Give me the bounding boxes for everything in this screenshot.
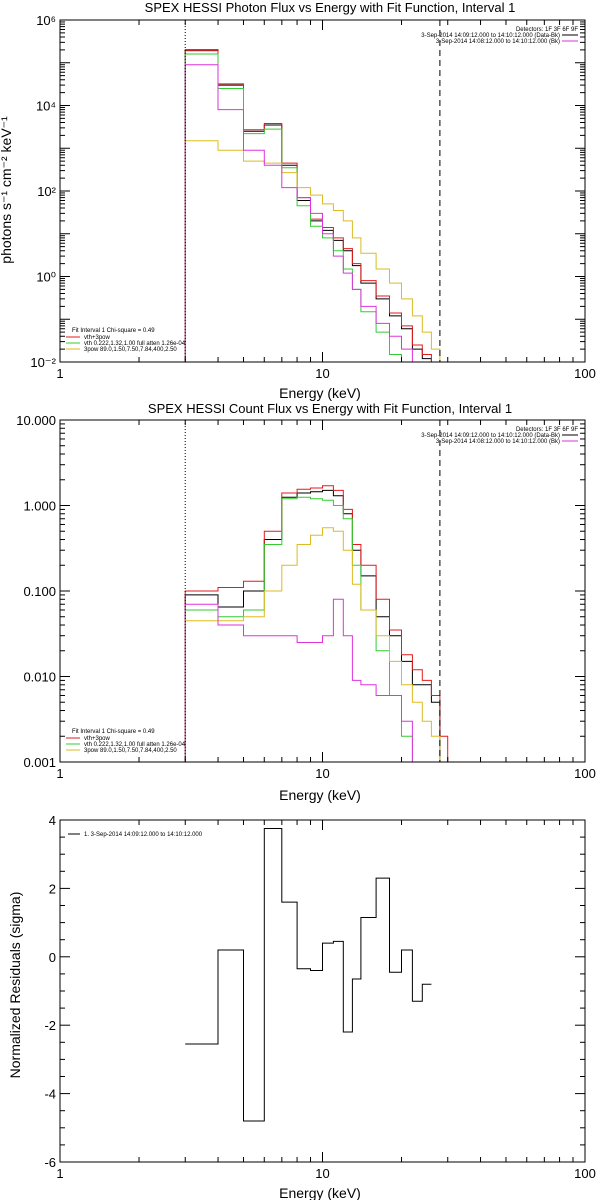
legend-fit-interval: Fit Interval 1 Chi-square = 0.49 <box>72 729 155 735</box>
y-tick-label: 0 <box>49 950 56 965</box>
y-tick-label: 1.000 <box>23 499 56 514</box>
legend-data-bk: 3-Sep-2014 14:09:12.000 to 14:10:12.000 … <box>421 33 560 39</box>
y-axis-label: Normalized Residuals (sigma) <box>7 892 23 1079</box>
legend-residual: 1. 3-Sep-2014 14:09:12.000 to 14:10:12.0… <box>84 832 203 838</box>
x-tick-label: 1 <box>56 1166 63 1181</box>
series-group <box>184 49 459 362</box>
y-tick-label: 10² <box>37 184 56 199</box>
y-tick-label: 0.010 <box>23 670 56 685</box>
legend-fit-interval: Fit Interval 1 Chi-square = 0.49 <box>72 328 155 334</box>
legend-3pow: 3pow 89.0,1.50,7.50,7.84,400,2.50 <box>84 347 177 353</box>
y-tick-label: 10⁶ <box>36 13 56 28</box>
series-line-3 <box>184 527 459 762</box>
y-tick-label: -6 <box>44 1155 56 1170</box>
legend-bk: 3-Sep-2014 14:08:12.000 to 14:10:12.000 … <box>436 439 560 445</box>
y-tick-label: 4 <box>49 813 56 828</box>
series-line-2 <box>184 496 413 762</box>
x-tick-label: 100 <box>574 366 596 381</box>
series-line-4 <box>184 64 423 362</box>
series-group <box>185 828 432 1122</box>
legend-vth: vth 0.222,1.32,1.00 full atten 1.26e-04 <box>84 742 186 748</box>
count-flux-panel: SPEX HESSI Count Flux vs Energy with Fit… <box>16 401 596 803</box>
y-tick-label: 0.001 <box>23 755 56 770</box>
legend-bk: 3-Sep-2014 14:08:12.000 to 14:10:12.000 … <box>436 39 560 45</box>
series-line-1 <box>184 485 449 762</box>
series-line-1 <box>184 50 448 362</box>
x-tick-label: 100 <box>574 1166 596 1181</box>
x-tick-label: 1 <box>56 766 63 781</box>
series-group <box>184 485 459 762</box>
series-line-0 <box>185 828 432 1122</box>
y-tick-label: -4 <box>44 1087 56 1102</box>
x-tick-label: 10 <box>315 766 329 781</box>
legend-detectors: Detectors: 1F 3F 6F 9F <box>516 427 578 433</box>
y-axis-label: photons s⁻¹ cm⁻² keV⁻¹ <box>0 116 14 264</box>
y-tick-label: 10⁰ <box>36 270 56 285</box>
x-tick-label: 10 <box>315 1166 329 1181</box>
series-line-0 <box>184 49 448 362</box>
y-tick-label: 10⁻² <box>30 355 56 370</box>
photon-flux-panel: SPEX HESSI Photon Flux vs Energy with Fi… <box>0 0 596 401</box>
series-line-2 <box>184 53 413 362</box>
x-axis-label: Energy (keV) <box>279 787 361 803</box>
x-tick-label: 10 <box>315 366 329 381</box>
x-tick-label: 1 <box>56 366 63 381</box>
legend-detectors: Detectors: 1F 3F 6F 9F <box>516 27 578 33</box>
legend-3pow: 3pow 89.0,1.50,7.50,7.84,400,2.50 <box>84 748 177 754</box>
legend-vth3pow: vth+3pow <box>84 335 111 341</box>
x-axis-label: Energy (keV) <box>279 1185 361 1200</box>
x-axis-label: Energy (keV) <box>279 385 361 401</box>
residuals-panel: Energy (keV) Normalized Residuals (sigma… <box>7 813 596 1200</box>
plot-frame <box>59 19 586 363</box>
series-line-4 <box>184 598 423 762</box>
x-tick-label: 100 <box>574 766 596 781</box>
y-tick-label: 2 <box>49 881 56 896</box>
y-tick-label: -2 <box>44 1018 56 1033</box>
plot-frame <box>59 819 586 1163</box>
plot-frame <box>59 419 586 763</box>
legend-vth3pow: vth+3pow <box>84 736 111 742</box>
legend-data-bk: 3-Sep-2014 14:09:12.000 to 14:10:12.000 … <box>421 433 560 439</box>
y-tick-label: 10⁴ <box>36 99 56 114</box>
legend-vth: vth 0.222,1.32,1.00 full atten 1.26e-04 <box>84 341 186 347</box>
y-tick-label: 10.000 <box>16 413 56 428</box>
series-line-3 <box>184 140 459 362</box>
y-tick-label: 0.100 <box>23 584 56 599</box>
chart-title: SPEX HESSI Count Flux vs Energy with Fit… <box>148 401 512 416</box>
chart-title: SPEX HESSI Photon Flux vs Energy with Fi… <box>145 0 516 15</box>
